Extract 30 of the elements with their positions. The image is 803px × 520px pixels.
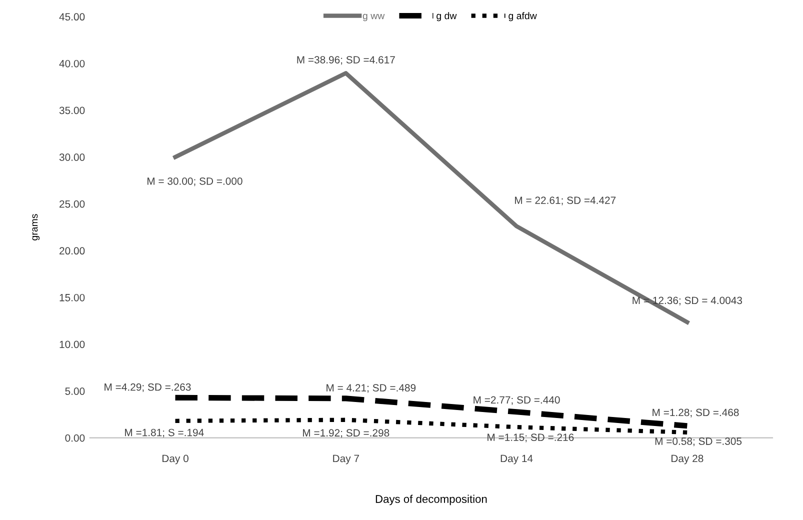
- y-tick-label: 35.00: [59, 106, 85, 114]
- annotation: M =1.15; SD =.216: [488, 434, 574, 442]
- annotation: M =2.77; SD =.440: [474, 396, 560, 405]
- y-tick-label: 0.00: [65, 434, 85, 442]
- annotation: M = 22.61; SD =4.427: [515, 196, 616, 206]
- annotation: M =1.81; S =.194: [125, 428, 204, 438]
- annotation: M = 4.21; SD =.489: [326, 384, 416, 393]
- annotation: M =38.96; SD =4.617: [297, 56, 395, 65]
- x-tick-label: Day 14: [500, 454, 533, 464]
- annotation: M =0.58; SD =.305: [655, 438, 742, 446]
- y-tick-label: 20.00: [60, 247, 85, 255]
- y-tick-label: 40.00: [59, 60, 85, 68]
- legend-label: g afdw: [508, 12, 537, 22]
- x-tick-label: Day 0: [162, 454, 188, 464]
- y-tick-label: 5.00: [65, 388, 85, 395]
- annotation: M =1.28; SD =.468: [652, 408, 739, 418]
- x-tick-label: Day 28: [672, 454, 704, 464]
- x-axis-title: Days of decomposition: [376, 494, 487, 506]
- y-tick-label: 45.00: [59, 13, 85, 21]
- legend-label: g dw: [436, 12, 457, 22]
- y-tick-label: 30.00: [59, 154, 85, 161]
- y-tick-label: 15.00: [60, 294, 85, 302]
- annotation: M = 30.00; SD =.000: [147, 177, 242, 186]
- y-tick-label: 10.00: [60, 340, 85, 348]
- y-axis-title: grams: [32, 214, 40, 240]
- annotation: M =4.29; SD =.263: [104, 383, 191, 392]
- legend-label: g ww: [362, 14, 385, 22]
- y-tick-label: 25.00: [60, 200, 85, 208]
- annotation: M =1.92; SD =.298: [303, 429, 390, 438]
- x-tick-label: Day 7: [333, 454, 359, 464]
